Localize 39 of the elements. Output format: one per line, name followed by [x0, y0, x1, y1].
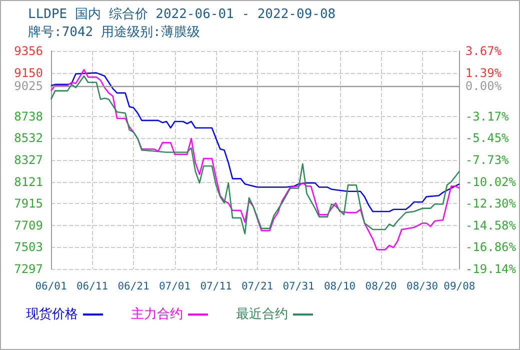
y-tick-label: 8327	[14, 152, 43, 167]
y2-tick-label: 0.00%	[465, 79, 502, 94]
y2-tick-label: -7.73%	[465, 152, 510, 167]
x-tick-label: 06/01	[35, 280, 67, 292]
y2-tick-label: 1.39%	[465, 66, 502, 80]
legend-label: 主力合约	[131, 306, 183, 322]
legend-label: 最近合约	[236, 307, 288, 322]
legend-label: 现货价格	[26, 307, 78, 322]
y2-tick-label: 3.67%	[465, 44, 502, 58]
y2-tick-label: -12.30%	[465, 196, 517, 211]
y-tick-label: 9150	[14, 66, 43, 80]
x-tick-label: 06/21	[118, 280, 150, 292]
line-series	[50, 72, 460, 212]
x-tick-label: 08/30	[406, 280, 438, 292]
x-tick-label: 08/20	[365, 280, 397, 292]
chart-subtitle: 牌号:7042 用途级别:薄膜级	[28, 25, 200, 40]
y-tick-label: 9025	[14, 79, 43, 94]
x-tick-label: 07/21	[241, 280, 274, 292]
x-tick-label: 07/01	[158, 280, 191, 292]
y-tick-label: 9356	[14, 44, 43, 58]
y-tick-label: 7297	[14, 262, 43, 276]
y2-tick-label: -3.17%	[465, 109, 510, 124]
y-tick-label: 7503	[14, 240, 43, 254]
x-tick-label: 06/11	[76, 280, 108, 292]
y2-tick-label: -19.14%	[465, 262, 517, 276]
y2-tick-label: -16.86%	[465, 240, 517, 254]
y-tick-label: 8738	[14, 109, 43, 124]
y-tick-label: 8121	[14, 174, 43, 189]
x-tick-label: 07/11	[200, 280, 232, 292]
y-tick-label: 7709	[14, 218, 43, 232]
chart-title: LLDPE 国内 综合价 2022-06-01 - 2022-09-08	[28, 7, 336, 22]
y-tick-label: 7915	[14, 196, 43, 211]
y2-tick-label: -10.02%	[465, 174, 517, 189]
x-tick-label: 08/10	[324, 280, 356, 292]
x-tick-label: 07/31	[282, 280, 314, 292]
y2-tick-label: -5.45%	[465, 131, 510, 146]
y2-tick-label: -14.58%	[465, 218, 517, 232]
x-tick-label: 09/08	[444, 280, 476, 292]
y-tick-label: 8532	[14, 131, 43, 146]
